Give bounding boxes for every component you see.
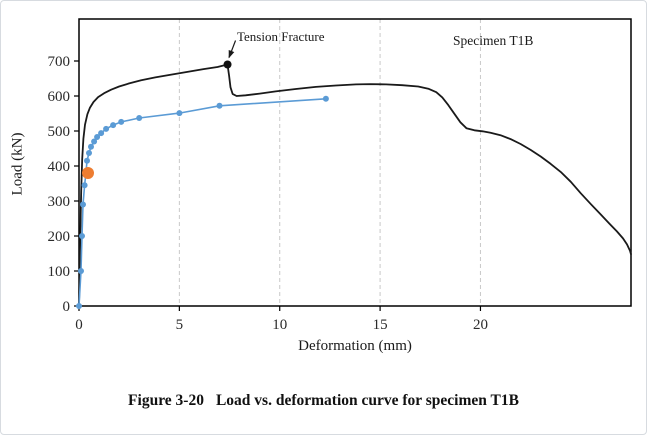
- series-blue-curve: [78, 98, 327, 307]
- marker-blue-curve: [76, 303, 82, 309]
- marker-blue-curve: [86, 150, 92, 156]
- figure-title: Load vs. deformation curve for specimen …: [215, 392, 519, 409]
- marker-blue-curve: [176, 110, 183, 117]
- marker-blue-curve: [136, 115, 143, 121]
- figure-number: Figure 3-20: [128, 392, 204, 409]
- y-tick-label: 400: [48, 159, 71, 175]
- marker-blue-curve: [118, 118, 125, 125]
- y-tick-label: 100: [48, 264, 71, 280]
- y-tick-label: 600: [48, 89, 71, 105]
- marker-blue-curve: [84, 157, 90, 164]
- tension-fracture-annotation: Tension Fracture: [237, 29, 325, 44]
- y-tick-label: 300: [48, 194, 71, 210]
- marker-blue-curve: [322, 95, 329, 102]
- y-tick-label: 700: [48, 54, 71, 70]
- marker-blue-curve: [98, 130, 105, 137]
- figure-caption: Figure 3-20 Load vs. deformation curve fo…: [1, 392, 646, 410]
- marker-blue-curve: [94, 134, 101, 140]
- x-tick-label: 5: [176, 317, 184, 333]
- marker-blue-curve: [110, 122, 117, 129]
- marker-blue-curve: [103, 125, 110, 132]
- series-black-curve: [78, 63, 632, 307]
- y-tick-label: 0: [63, 299, 71, 315]
- y-tick-label: 500: [48, 124, 71, 140]
- x-tick-label: 15: [373, 317, 388, 333]
- marker-blue-curve: [80, 201, 86, 208]
- marker-blue-curve: [78, 268, 84, 274]
- plot-frame: [78, 18, 632, 307]
- marker-blue-curve: [79, 233, 85, 239]
- x-tick-label: 0: [75, 317, 83, 333]
- marker-blue-curve: [81, 182, 88, 189]
- marker-blue-curve: [91, 138, 98, 145]
- fracture-point-marker: [223, 60, 232, 69]
- y-axis-title: Load (kN): [9, 132, 26, 196]
- y-tick-label: 200: [48, 229, 71, 245]
- marker-blue-curve: [216, 102, 223, 109]
- specimen-label: Specimen T1B: [453, 33, 534, 48]
- x-axis-title: Deformation (mm): [298, 338, 412, 354]
- x-tick-label: 20: [473, 317, 488, 333]
- marker-blue-curve: [88, 143, 94, 150]
- x-tick-label: 10: [272, 317, 287, 333]
- fracture-arrow: [228, 40, 237, 59]
- marker-orange-point: [82, 167, 94, 179]
